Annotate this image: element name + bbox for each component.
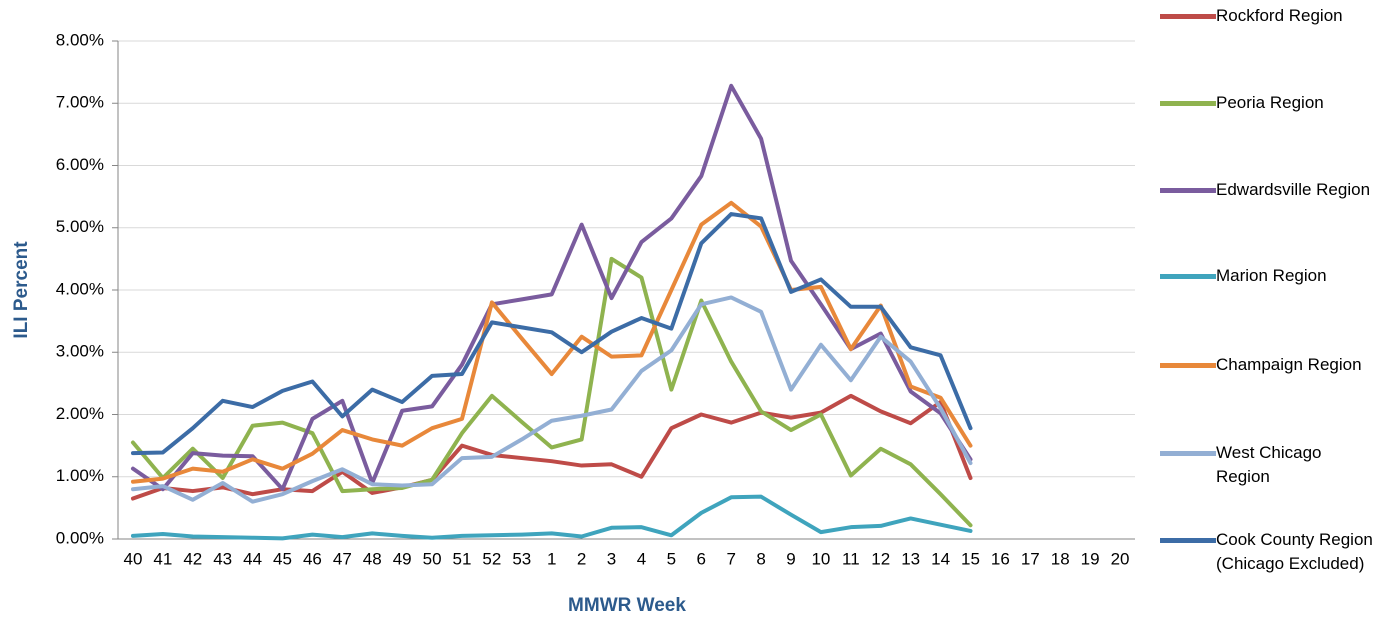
legend-label: Rockford Region <box>1216 6 1343 25</box>
series-line <box>130 494 973 541</box>
x-tick-label: 6 <box>697 549 706 568</box>
x-tick-label: 53 <box>512 549 531 568</box>
x-tick-label: 42 <box>183 549 202 568</box>
x-tick-label: 4 <box>637 549 646 568</box>
x-tick-label: 14 <box>931 549 950 568</box>
y-tick-label: 5.00% <box>56 217 104 236</box>
x-tick-label: 8 <box>756 549 765 568</box>
legend-label: Champaign Region <box>1216 355 1362 374</box>
legend-label: Marion Region <box>1216 266 1327 285</box>
x-tick-label: 51 <box>453 549 472 568</box>
series-line <box>130 212 973 456</box>
x-tick-label: 3 <box>607 549 616 568</box>
x-tick-label: 40 <box>123 549 142 568</box>
legend-item: West Chicago Region <box>1160 441 1390 489</box>
x-tick-label: 47 <box>333 549 352 568</box>
legend-swatch <box>1160 538 1216 543</box>
x-tick-label: 2 <box>577 549 586 568</box>
y-tick-label: 7.00% <box>56 93 104 112</box>
series-line <box>130 256 973 528</box>
legend-swatch <box>1160 451 1216 456</box>
x-tick-label: 20 <box>1111 549 1130 568</box>
legend-label: Edwardsville Region <box>1216 180 1371 199</box>
legend-label: Cook County Region (Chicago Excluded) <box>1216 530 1373 573</box>
x-tick-label: 9 <box>786 549 795 568</box>
y-tick-label: 2.00% <box>56 404 104 423</box>
legend-item: Marion Region <box>1160 264 1390 288</box>
x-tick-label: 17 <box>1021 549 1040 568</box>
legend-item: Peoria Region <box>1160 91 1390 115</box>
legend-item: Rockford Region <box>1160 4 1390 28</box>
series-line <box>130 83 973 492</box>
legend-item: Champaign Region <box>1160 353 1390 377</box>
x-tick-label: 13 <box>901 549 920 568</box>
legend-label: West Chicago Region <box>1216 443 1322 486</box>
y-tick-label: 6.00% <box>56 155 104 174</box>
legend-label: Peoria Region <box>1216 93 1324 112</box>
x-axis-title: MMWR Week <box>568 595 686 616</box>
x-tick-label: 11 <box>842 549 860 568</box>
x-tick-label: 19 <box>1081 549 1100 568</box>
x-tick-label: 48 <box>363 549 382 568</box>
x-tick-label: 49 <box>393 549 412 568</box>
series-line <box>130 200 973 484</box>
x-tick-label: 5 <box>667 549 676 568</box>
x-tick-label: 44 <box>243 549 262 568</box>
y-axis-title: ILI Percent <box>11 241 32 339</box>
x-tick-label: 16 <box>991 549 1010 568</box>
x-tick-label: 18 <box>1051 549 1070 568</box>
legend-swatch <box>1160 14 1216 19</box>
x-tick-label: 7 <box>726 549 735 568</box>
x-tick-label: 12 <box>871 549 890 568</box>
x-tick-label: 15 <box>961 549 980 568</box>
legend-swatch <box>1160 101 1216 106</box>
x-tick-label: 46 <box>303 549 322 568</box>
legend-swatch <box>1160 188 1216 193</box>
legend-swatch <box>1160 363 1216 368</box>
series-line <box>130 393 973 501</box>
x-tick-label: 41 <box>153 549 172 568</box>
y-tick-label: 0.00% <box>56 528 104 547</box>
legend-swatch <box>1160 274 1216 279</box>
y-tick-label: 4.00% <box>56 279 104 298</box>
x-tick-label: 10 <box>811 549 830 568</box>
x-tick-label: 1 <box>547 549 556 568</box>
x-tick-label: 43 <box>213 549 232 568</box>
series-line <box>130 295 973 504</box>
legend-item: Cook County Region (Chicago Excluded) <box>1160 528 1390 576</box>
x-tick-label: 52 <box>482 549 501 568</box>
x-tick-label: 45 <box>273 549 292 568</box>
y-tick-label: 8.00% <box>56 30 104 49</box>
x-tick-label: 50 <box>423 549 442 568</box>
y-tick-label: 1.00% <box>56 466 104 485</box>
legend-item: Edwardsville Region <box>1160 178 1390 202</box>
y-tick-label: 3.00% <box>56 342 104 361</box>
